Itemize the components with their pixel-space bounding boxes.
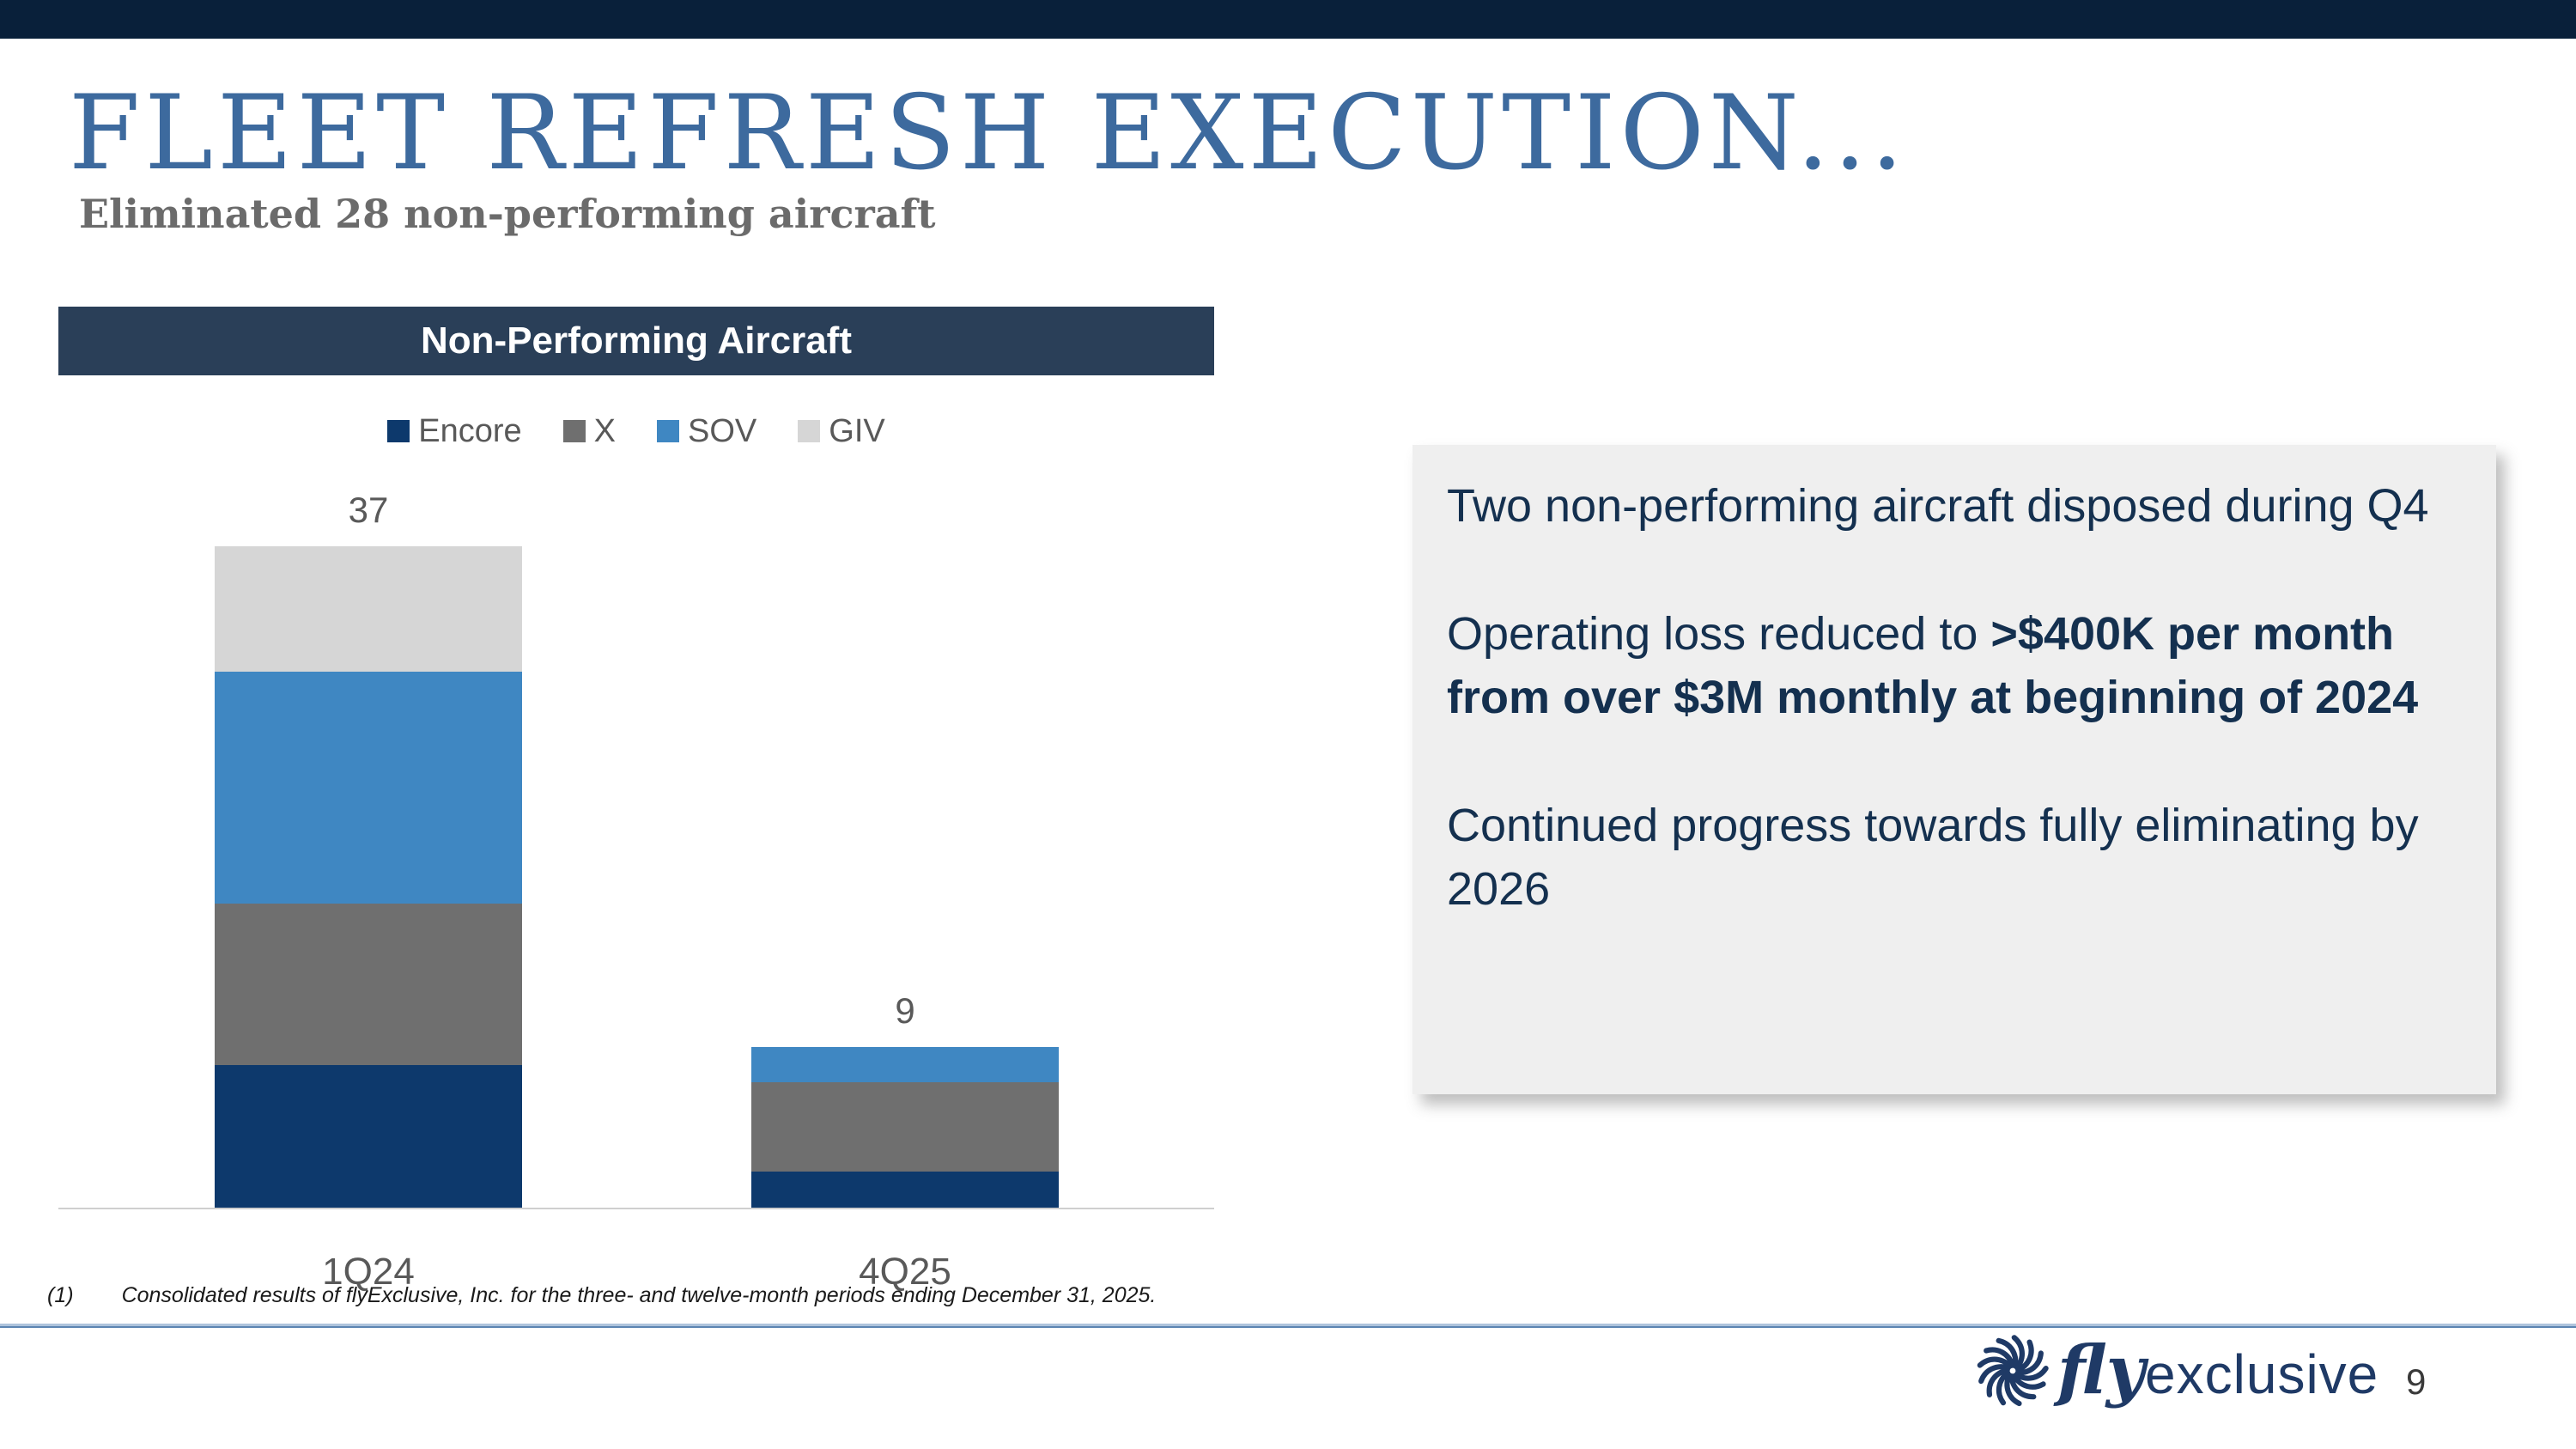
legend-swatch-encore <box>387 420 410 442</box>
bar-segment-encore <box>751 1172 1059 1208</box>
legend-item-giv: GIV <box>798 412 885 450</box>
bar-segment-x <box>751 1082 1059 1172</box>
bar-segment-sov <box>215 672 522 904</box>
brand-exclusive: exclusive <box>2145 1343 2379 1405</box>
legend-swatch-giv <box>798 420 821 442</box>
top-accent-bar <box>0 0 2576 39</box>
brand-swirl-icon <box>1975 1333 2050 1409</box>
legend-label: GIV <box>829 412 885 449</box>
callout-paragraph-1: Two non-performing aircraft disposed dur… <box>1447 474 2465 539</box>
legend-swatch-sov <box>657 420 680 442</box>
chart-title-banner: Non-Performing Aircraft <box>58 307 1214 375</box>
footnote: (1) Consolidated results of flyExclusive… <box>47 1283 1156 1308</box>
chart-plot-area: 37 1Q24 9 4Q25 <box>58 448 1214 1293</box>
stacked-bar-1q24: 37 <box>215 490 522 1208</box>
stacked-bar-4q25: 9 <box>751 990 1059 1208</box>
slide-title: FLEET REFRESH EXECUTION... <box>69 74 1908 193</box>
callout-box: Two non-performing aircraft disposed dur… <box>1413 445 2496 1094</box>
brand-wordmark: fly exclusive <box>2057 1331 2379 1409</box>
legend-label: SOV <box>688 412 757 449</box>
legend-label: Encore <box>418 412 522 449</box>
chart-legend: Encore X SOV GIV <box>58 412 1214 450</box>
legend-label: X <box>593 412 617 449</box>
x-axis-label-1q24: 1Q24 <box>322 1251 415 1293</box>
chart-panel: Non-Performing Aircraft Encore X SOV GIV 37… <box>58 307 1214 1293</box>
callout-paragraph-3: Continued progress towards fully elimina… <box>1447 794 2465 922</box>
legend-item-x: X <box>562 412 617 450</box>
callout-text: Operating loss reduced to <box>1447 607 1991 660</box>
x-axis-label-4q25: 4Q25 <box>859 1251 951 1293</box>
bar-segment-x <box>215 904 522 1065</box>
bar-segment-giv <box>215 546 522 673</box>
brand-logo: fly exclusive <box>1975 1331 2379 1409</box>
callout-text: Continued progress towards fully elimina… <box>1447 799 2419 916</box>
callout-paragraph-2: Operating loss reduced to >$400K per mon… <box>1447 602 2465 730</box>
bar-total-label: 37 <box>348 490 389 531</box>
footnote-marker: (1) <box>47 1283 74 1307</box>
footer-divider <box>0 1324 2576 1328</box>
legend-item-encore: Encore <box>387 412 522 450</box>
page-number: 9 <box>2406 1361 2427 1402</box>
bar-segment-sov <box>751 1046 1059 1083</box>
slide-subtitle: Eliminated 28 non-performing aircraft <box>79 191 936 237</box>
bar-segment-encore <box>215 1064 522 1208</box>
footnote-text: Consolidated results of flyExclusive, In… <box>121 1283 1157 1307</box>
callout-text: Two non-performing aircraft disposed dur… <box>1447 480 2429 532</box>
legend-item-sov: SOV <box>657 413 756 450</box>
bar-total-label: 9 <box>895 989 915 1031</box>
legend-swatch-x <box>562 420 586 442</box>
brand-fly: fly <box>2057 1331 2146 1409</box>
callout-text-bold: >$400K per month from over $3M monthly a… <box>1447 607 2419 724</box>
